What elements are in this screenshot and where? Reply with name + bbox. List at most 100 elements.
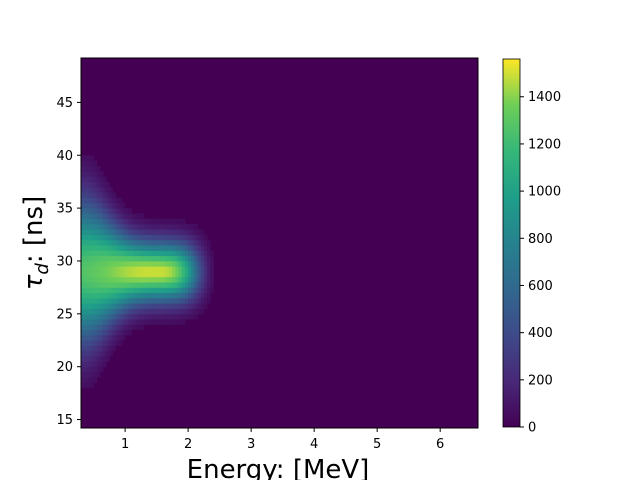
heatmap-cell — [90, 324, 94, 331]
heatmap-cell — [115, 229, 120, 235]
heatmap-cell — [93, 366, 98, 373]
heatmap-cell — [115, 213, 120, 220]
heatmap-cell — [191, 266, 195, 272]
heatmap-cell — [150, 266, 154, 272]
heatmap-cell — [159, 282, 164, 288]
heatmap-cell — [93, 324, 98, 331]
heatmap-cell — [137, 271, 142, 278]
heatmap-cell — [162, 255, 167, 262]
heatmap-cell — [99, 239, 104, 246]
heatmap-cell — [194, 250, 198, 257]
heatmap-cell — [210, 276, 214, 283]
heatmap-cell — [121, 303, 126, 309]
heatmap-cell — [125, 208, 129, 214]
heatmap-cell — [112, 245, 117, 251]
heatmap-cell — [112, 223, 117, 230]
heatmap-cell — [93, 250, 98, 257]
heatmap-cell — [99, 303, 104, 309]
heatmap-cell — [118, 319, 123, 325]
heatmap-cell — [172, 245, 176, 251]
heatmap-cell — [128, 282, 132, 288]
heatmap-cell — [93, 176, 98, 183]
heatmap-cell — [103, 276, 107, 283]
heatmap-cell — [125, 319, 129, 325]
heatmap-cell — [162, 276, 167, 283]
heatmap-cell — [118, 245, 123, 251]
heatmap-cell — [156, 271, 161, 278]
heatmap-cell — [115, 334, 120, 341]
heatmap-cell — [134, 229, 139, 235]
heatmap-cell — [178, 260, 183, 267]
heatmap-cell — [118, 334, 123, 341]
heatmap-cell — [99, 308, 104, 315]
heatmap-cell — [169, 271, 173, 278]
heatmap-cell — [96, 361, 101, 368]
heatmap-cell — [181, 250, 186, 257]
heatmap-cell — [87, 292, 91, 299]
heatmap-cell — [188, 276, 192, 283]
heatmap-cell — [184, 276, 189, 283]
heatmap-cell — [90, 218, 94, 225]
heatmap-cell — [191, 250, 195, 257]
heatmap-cell — [166, 313, 170, 320]
heatmap-cell — [162, 303, 167, 309]
heatmap-cell — [106, 208, 110, 214]
heatmap-cell — [81, 234, 85, 241]
heatmap-cell — [140, 287, 145, 294]
heatmap-cell — [103, 245, 107, 251]
heatmap-cell — [121, 271, 126, 278]
heatmap-cell — [81, 371, 85, 378]
heatmap-cell — [197, 292, 202, 299]
heatmap-cell — [178, 297, 183, 304]
heatmap-cell — [112, 197, 117, 204]
heatmap-cell — [156, 308, 161, 315]
heatmap-cell — [169, 260, 173, 267]
heatmap-cell — [194, 266, 198, 272]
heatmap-cell — [210, 255, 214, 262]
heatmap-cell — [184, 287, 189, 294]
heatmap-cell — [175, 297, 180, 304]
heatmap-cell — [150, 319, 154, 325]
heatmap-cell — [84, 371, 88, 378]
heatmap-cell — [169, 313, 173, 320]
heatmap-cell — [84, 324, 88, 331]
heatmap-cell — [90, 287, 94, 294]
heatmap-cell — [90, 382, 94, 389]
heatmap-cell — [181, 234, 186, 241]
heatmap-cell — [90, 276, 94, 283]
heatmap-cell — [169, 229, 173, 235]
heatmap-cell — [93, 319, 98, 325]
heatmap-cell — [207, 245, 211, 251]
heatmap-cell — [200, 255, 205, 262]
heatmap-cell — [181, 218, 186, 225]
heatmap-cell — [81, 361, 85, 368]
heatmap-cell — [81, 266, 85, 272]
colorbar-tick-label: 1200 — [528, 137, 561, 152]
heatmap-cell — [197, 234, 202, 241]
heatmap-cell — [128, 208, 132, 214]
heatmap-cell — [125, 245, 129, 251]
heatmap-cell — [96, 245, 101, 251]
heatmap-cell — [118, 218, 123, 225]
heatmap-cell — [175, 287, 180, 294]
heatmap-cell — [128, 229, 132, 235]
heatmap-cell — [144, 250, 148, 257]
heatmap-cell — [131, 308, 135, 315]
heatmap-cell — [134, 234, 139, 241]
heatmap-cell — [90, 192, 94, 198]
heatmap-cell — [178, 308, 183, 315]
heatmap-cell — [112, 202, 117, 209]
heatmap-cell — [203, 266, 208, 272]
heatmap-cell — [162, 223, 167, 230]
heatmap-cell — [106, 324, 110, 331]
heatmap-cell — [203, 287, 208, 294]
heatmap-cell — [84, 334, 88, 341]
heatmap-cell — [90, 334, 94, 341]
heatmap-cell — [96, 213, 101, 220]
heatmap-cell — [166, 308, 170, 315]
heatmap-cell — [131, 255, 135, 262]
heatmap-cell — [159, 260, 164, 267]
heatmap-cell — [84, 202, 88, 209]
heatmap-cell — [112, 213, 117, 220]
heatmap-cell — [121, 260, 126, 267]
